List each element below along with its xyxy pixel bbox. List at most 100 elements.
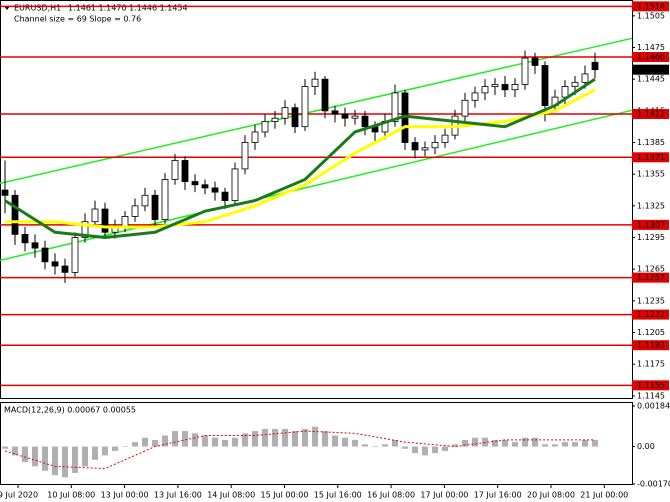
candle-body <box>421 147 429 151</box>
candle-body <box>311 78 319 87</box>
level-label: 1.1257 <box>637 273 665 282</box>
macd-bar <box>32 446 38 467</box>
macd-tick-label: 0.00184 <box>637 402 670 411</box>
candle-body <box>521 57 529 85</box>
y-tick-label: 1.1475 <box>637 43 665 52</box>
candle-body <box>341 113 349 119</box>
candle-body <box>541 65 549 106</box>
x-tick-label: 16 Jul 08:00 <box>367 491 415 500</box>
x-tick-label: 17 Jul 00:00 <box>420 491 468 500</box>
x-tick-label: 15 Jul 00:00 <box>261 491 309 500</box>
macd-bar <box>362 444 368 447</box>
y-tick-label: 1.1175 <box>637 360 665 369</box>
level-label: 1.1307 <box>637 220 665 229</box>
candle-body <box>201 184 209 189</box>
moving-average <box>4 77 596 240</box>
candle-body <box>221 191 229 201</box>
candle-body <box>211 187 219 193</box>
candle-body <box>31 242 39 249</box>
candle-body <box>41 247 49 263</box>
macd-label: MACD(12,26,9) 0.00067 0.00055 <box>4 406 136 415</box>
level-tag <box>632 272 669 283</box>
candle-body <box>11 194 19 235</box>
macd-bar <box>212 437 218 447</box>
macd-bar <box>462 439 468 447</box>
macd-bar <box>122 446 128 448</box>
macd-signal <box>4 430 595 470</box>
macd-bar <box>52 446 58 476</box>
macd-bar <box>152 439 158 447</box>
macd-bar <box>302 428 308 447</box>
candle-body <box>591 61 599 71</box>
macd-bar <box>112 446 118 451</box>
level-tag <box>632 1 669 12</box>
x-tick-label: 20 Jul 08:00 <box>527 491 575 500</box>
macd-bar <box>352 439 358 447</box>
level-tag <box>632 219 669 230</box>
macd-bar <box>42 446 48 471</box>
macd-bar <box>172 431 178 447</box>
macd-bar <box>572 442 578 447</box>
macd-bar <box>592 439 598 447</box>
macd-bar <box>532 437 538 447</box>
level-label: 1.1222 <box>637 310 665 319</box>
candle-body <box>21 233 29 244</box>
candle-body <box>571 81 579 87</box>
level-tag <box>632 309 669 320</box>
macd-bar <box>182 431 188 447</box>
macd-panel <box>0 402 633 485</box>
macd-bar <box>232 437 238 447</box>
macd-bar <box>582 439 588 447</box>
y-tick-label: 1.1235 <box>637 296 665 305</box>
level-label: 1.1466 <box>637 53 665 62</box>
candle-body <box>291 107 299 128</box>
macd-bar <box>72 446 78 473</box>
x-tick-label: 13 Jul 16:00 <box>154 491 202 500</box>
level-label: 1.1155 <box>637 381 665 390</box>
ohlc-text: 1.1461 1.1470 1.1446 1.1454 <box>68 4 188 13</box>
candle-body <box>361 115 369 128</box>
macd-bar <box>332 435 338 447</box>
subtitle: Channel size = 69 Slope = 0.76 <box>14 15 141 24</box>
macd-bar <box>252 431 258 447</box>
candle-body <box>581 73 589 83</box>
y-tick-label: 1.1295 <box>637 233 665 242</box>
macd-bar <box>2 446 8 449</box>
y-tick-label: 1.1265 <box>637 265 665 274</box>
candle-body <box>281 107 289 119</box>
candle-body <box>161 179 169 220</box>
macd-bar <box>472 437 478 447</box>
macd-bar <box>202 435 208 447</box>
macd-bar <box>162 435 168 447</box>
macd-bar <box>322 431 328 447</box>
level-tag <box>632 52 669 63</box>
level-label: 1.1412 <box>637 110 665 119</box>
level-tag <box>632 109 669 120</box>
level-tag <box>632 152 669 163</box>
main-panel <box>0 0 633 399</box>
candle-body <box>171 160 179 180</box>
macd-bar <box>552 444 558 447</box>
candle-body <box>141 194 149 207</box>
macd-bar <box>132 442 138 447</box>
macd-bar <box>492 439 498 447</box>
moving-average <box>5 88 596 229</box>
candle-body <box>561 86 569 98</box>
macd-bar <box>242 433 248 447</box>
macd-bar <box>192 433 198 447</box>
macd-bar <box>412 446 418 454</box>
macd-bar <box>312 426 318 447</box>
macd-bar <box>442 446 448 451</box>
candle-body <box>251 131 259 143</box>
candle-body <box>1 189 9 196</box>
candle-body <box>51 261 59 267</box>
macd-bar <box>502 439 508 447</box>
macd-bar <box>392 439 398 447</box>
level-label: 1.1371 <box>637 153 665 162</box>
level-label: 1.1193 <box>637 341 665 350</box>
candle-body <box>461 99 469 117</box>
x-tick-label: 17 Jul 16:00 <box>474 491 522 500</box>
y-tick-label: 1.1445 <box>637 75 665 84</box>
candle-body <box>481 86 489 94</box>
